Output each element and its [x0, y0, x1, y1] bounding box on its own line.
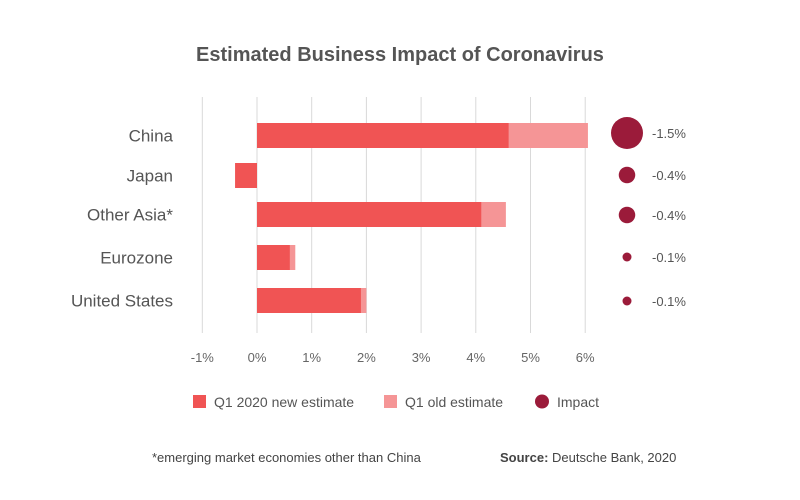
bar-new-estimate: [257, 245, 290, 270]
legend-swatch-new: [193, 395, 206, 408]
impact-bubble: [622, 252, 632, 262]
legend: Q1 2020 new estimate Q1 old estimate Imp…: [193, 394, 599, 410]
x-tick-label: 4%: [466, 350, 485, 365]
category-label: United States: [71, 292, 173, 311]
impact-label: -1.5%: [652, 126, 686, 141]
category-label: Other Asia*: [87, 206, 173, 225]
impact-bubble: [618, 206, 636, 224]
bar-new-estimate: [235, 163, 257, 188]
impact-label: -0.4%: [652, 168, 686, 183]
source-label: Source:: [500, 450, 548, 465]
impact-label: -0.1%: [652, 250, 686, 265]
impact-label: -0.1%: [652, 294, 686, 309]
impact-bubble: [622, 296, 632, 306]
x-tick-label: 6%: [576, 350, 595, 365]
chart-title: Estimated Business Impact of Coronavirus: [196, 44, 604, 66]
category-label: Eurozone: [100, 249, 173, 268]
source-text: Deutsche Bank, 2020: [552, 450, 676, 465]
impact-bubble: [611, 117, 643, 149]
x-tick-label: 1%: [302, 350, 321, 365]
bar-new-estimate: [257, 288, 361, 313]
impact-label: -0.4%: [652, 208, 686, 223]
source: Source: Deutsche Bank, 2020: [500, 450, 676, 465]
footnote: *emerging market economies other than Ch…: [152, 450, 422, 465]
legend-label-new: Q1 2020 new estimate: [214, 394, 354, 410]
category-label: Japan: [127, 167, 173, 186]
x-tick-label: 5%: [521, 350, 540, 365]
category-label: China: [129, 127, 174, 146]
x-tick-label: 2%: [357, 350, 376, 365]
bar-new-estimate: [257, 123, 509, 148]
bar-new-estimate: [257, 202, 482, 227]
legend-label-old: Q1 old estimate: [405, 394, 503, 410]
impact-bubble: [618, 166, 636, 184]
legend-label-impact: Impact: [557, 394, 599, 410]
legend-swatch-old: [384, 395, 397, 408]
x-tick-label: 3%: [412, 350, 431, 365]
x-tick-label: -1%: [191, 350, 215, 365]
x-tick-label: 0%: [248, 350, 267, 365]
legend-swatch-impact: [535, 394, 549, 409]
